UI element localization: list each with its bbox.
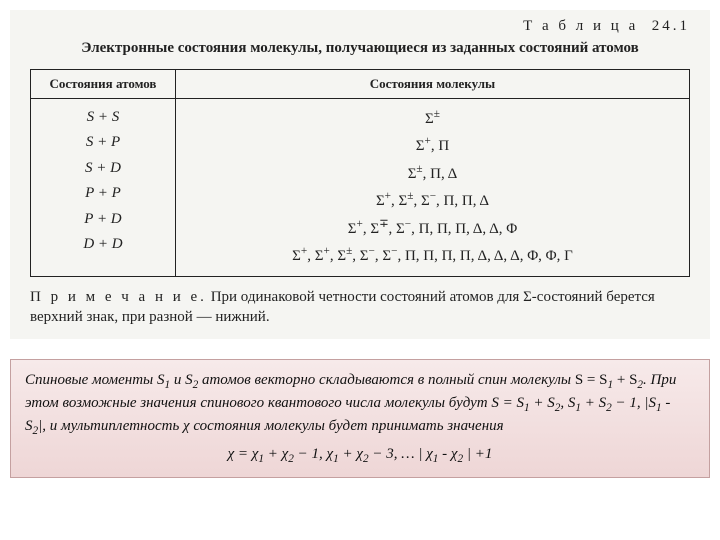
t: и S [170,372,193,388]
molecule-state: Σ±, Π, Δ [184,160,681,188]
atom-state: D + D [39,232,167,258]
molecule-state: Σ± [184,105,681,133]
molecule-state: Σ+, Σ+, Σ±, Σ−, Σ−, Π, Π, Π, Π, Δ, Δ, Δ,… [184,242,681,270]
table-body-row: S + S S + P S + D P + P P + D D + D Σ± Σ… [31,98,690,276]
atom-state: P + D [39,207,167,233]
scan-region: Т а б л и ц а 24.1 Электронные состояния… [10,10,710,339]
table-number: Т а б л и ц а 24.1 [30,18,690,35]
molecule-state: Σ+, Σ∓, Σ−, Π, Π, Π, Δ, Δ, Φ [184,215,681,243]
molecule-state: Σ+, Σ±, Σ−, Π, Π, Δ [184,187,681,215]
table-title: Электронные состояния молекулы, получающ… [30,39,690,59]
table-note: П р и м е ч а н и е. При одинаковой четн… [30,287,690,328]
atom-state: P + P [39,181,167,207]
col-header-molecule: Состояния молекулы [175,69,689,98]
atom-state: S + S [39,105,167,131]
table-header-row: Состояния атомов Состояния молекулы [31,69,690,98]
caption-text: Спиновые моменты S1 и S2 атомов векторно… [25,372,676,434]
col-header-atom: Состояния атомов [31,69,176,98]
caption-box: Спиновые моменты S1 и S2 атомов векторно… [10,359,710,478]
caption-formula: χ = χ1 + χ2 − 1, χ1 + χ2 − 3, … | χ1 - χ… [25,444,695,467]
t: атомов векторно складываются в полный сп… [198,372,575,388]
states-table: Состояния атомов Состояния молекулы S + … [30,69,690,277]
t: , S [560,395,575,411]
t: S = S [575,372,608,388]
molecule-state: Σ+, Π [184,132,681,160]
atom-state: S + D [39,156,167,182]
atom-state: S + P [39,130,167,156]
note-label: П р и м е ч а н и е. [30,289,207,305]
t: + S [613,372,637,388]
t: |, и мультиплетность χ состояния молекул… [38,418,504,434]
atom-states-cell: S + S S + P S + D P + P P + D D + D [31,98,176,276]
t: − 1, |S [612,395,656,411]
t: + S [530,395,555,411]
t: Спиновые моменты S [25,372,164,388]
molecule-states-cell: Σ± Σ+, Π Σ±, Π, Δ Σ+, Σ±, Σ−, Π, Π, Δ Σ+… [175,98,689,276]
t: + S [581,395,606,411]
